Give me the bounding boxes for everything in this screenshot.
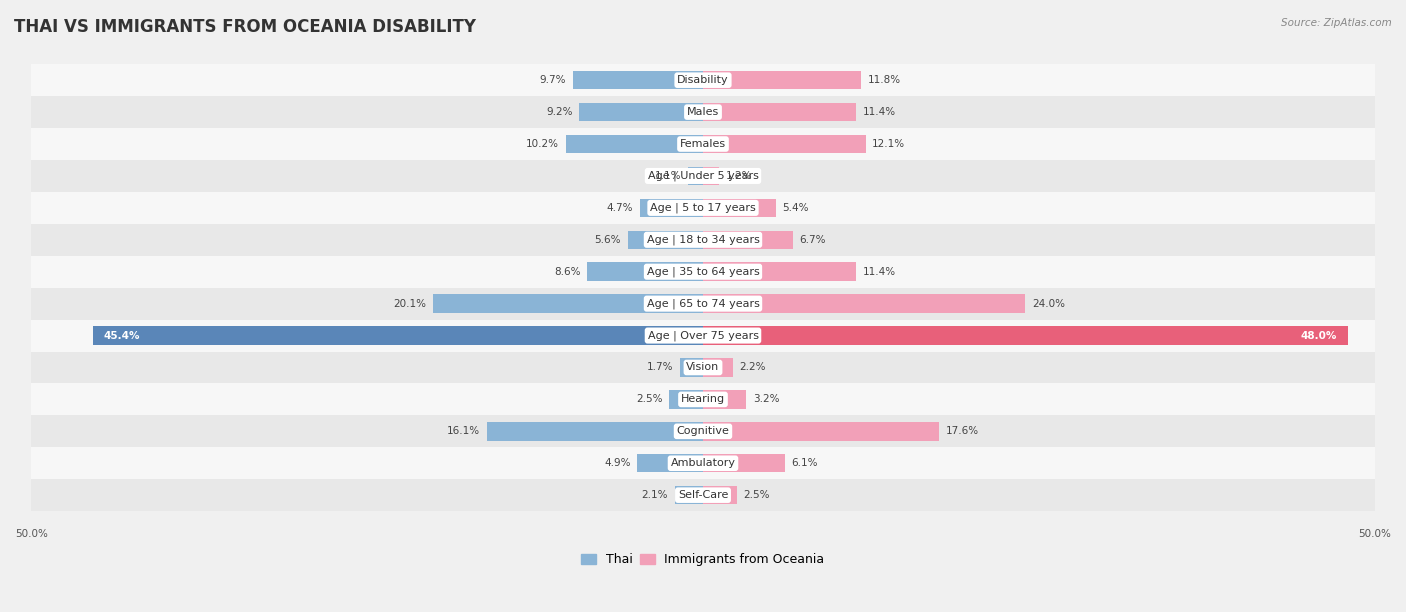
Bar	[703, 135, 866, 153]
Text: 2.5%: 2.5%	[636, 394, 662, 405]
Bar	[628, 231, 703, 249]
Bar	[31, 256, 1375, 288]
Text: 1.2%: 1.2%	[725, 171, 752, 181]
Text: 12.1%: 12.1%	[872, 139, 905, 149]
Bar	[675, 486, 703, 504]
Text: 1.7%: 1.7%	[647, 362, 673, 373]
Bar	[31, 416, 1375, 447]
Text: 11.8%: 11.8%	[868, 75, 901, 85]
Bar	[31, 447, 1375, 479]
Bar	[703, 294, 1025, 313]
Bar	[31, 192, 1375, 224]
Bar	[588, 263, 703, 281]
Bar	[93, 326, 703, 345]
Bar	[703, 390, 747, 409]
Text: 16.1%: 16.1%	[447, 427, 479, 436]
Bar	[572, 71, 703, 89]
Text: 20.1%: 20.1%	[394, 299, 426, 308]
Text: 5.6%: 5.6%	[595, 235, 621, 245]
Text: 9.2%: 9.2%	[546, 107, 572, 117]
Text: 24.0%: 24.0%	[1032, 299, 1066, 308]
Bar	[486, 422, 703, 441]
Text: Females: Females	[681, 139, 725, 149]
Text: Vision: Vision	[686, 362, 720, 373]
Text: 4.9%: 4.9%	[605, 458, 630, 468]
Text: 1.1%: 1.1%	[655, 171, 682, 181]
Bar	[703, 71, 862, 89]
Text: Age | 65 to 74 years: Age | 65 to 74 years	[647, 299, 759, 309]
Bar	[703, 199, 776, 217]
Text: Self-Care: Self-Care	[678, 490, 728, 500]
Bar	[31, 384, 1375, 416]
Text: 5.4%: 5.4%	[782, 203, 808, 213]
Bar	[31, 64, 1375, 96]
Bar	[703, 422, 939, 441]
Bar	[567, 135, 703, 153]
Bar	[31, 351, 1375, 384]
Text: 8.6%: 8.6%	[554, 267, 581, 277]
Bar	[31, 128, 1375, 160]
Bar	[31, 96, 1375, 128]
Text: 11.4%: 11.4%	[863, 107, 896, 117]
Bar	[681, 358, 703, 377]
Bar	[433, 294, 703, 313]
Bar	[669, 390, 703, 409]
Legend: Thai, Immigrants from Oceania: Thai, Immigrants from Oceania	[576, 548, 830, 571]
Bar	[703, 263, 856, 281]
Bar	[31, 288, 1375, 319]
Text: 6.1%: 6.1%	[792, 458, 818, 468]
Text: Age | 18 to 34 years: Age | 18 to 34 years	[647, 234, 759, 245]
Text: 45.4%: 45.4%	[104, 330, 141, 340]
Text: 3.2%: 3.2%	[752, 394, 779, 405]
Bar	[637, 454, 703, 472]
Text: Disability: Disability	[678, 75, 728, 85]
Text: Age | Over 75 years: Age | Over 75 years	[648, 330, 758, 341]
Text: 9.7%: 9.7%	[540, 75, 567, 85]
Text: 2.1%: 2.1%	[641, 490, 668, 500]
Text: Age | 35 to 64 years: Age | 35 to 64 years	[647, 266, 759, 277]
Text: 4.7%: 4.7%	[606, 203, 633, 213]
Bar	[703, 454, 785, 472]
Bar	[703, 103, 856, 121]
Text: Cognitive: Cognitive	[676, 427, 730, 436]
Text: Age | Under 5 years: Age | Under 5 years	[648, 171, 758, 181]
Bar	[703, 231, 793, 249]
Text: 17.6%: 17.6%	[946, 427, 979, 436]
Text: Males: Males	[688, 107, 718, 117]
Text: 6.7%: 6.7%	[800, 235, 827, 245]
Text: Hearing: Hearing	[681, 394, 725, 405]
Bar	[31, 224, 1375, 256]
Text: Source: ZipAtlas.com: Source: ZipAtlas.com	[1281, 18, 1392, 28]
Text: 10.2%: 10.2%	[526, 139, 560, 149]
Text: 2.2%: 2.2%	[740, 362, 766, 373]
Bar	[31, 160, 1375, 192]
Bar	[703, 166, 718, 185]
Bar	[703, 326, 1348, 345]
Text: 2.5%: 2.5%	[744, 490, 770, 500]
Text: THAI VS IMMIGRANTS FROM OCEANIA DISABILITY: THAI VS IMMIGRANTS FROM OCEANIA DISABILI…	[14, 18, 477, 36]
Text: Ambulatory: Ambulatory	[671, 458, 735, 468]
Text: Age | 5 to 17 years: Age | 5 to 17 years	[650, 203, 756, 213]
Bar	[640, 199, 703, 217]
Bar	[31, 319, 1375, 351]
Bar	[688, 166, 703, 185]
Bar	[31, 479, 1375, 511]
Text: 11.4%: 11.4%	[863, 267, 896, 277]
Bar	[579, 103, 703, 121]
Bar	[703, 486, 737, 504]
Text: 48.0%: 48.0%	[1301, 330, 1337, 340]
Bar	[703, 358, 733, 377]
